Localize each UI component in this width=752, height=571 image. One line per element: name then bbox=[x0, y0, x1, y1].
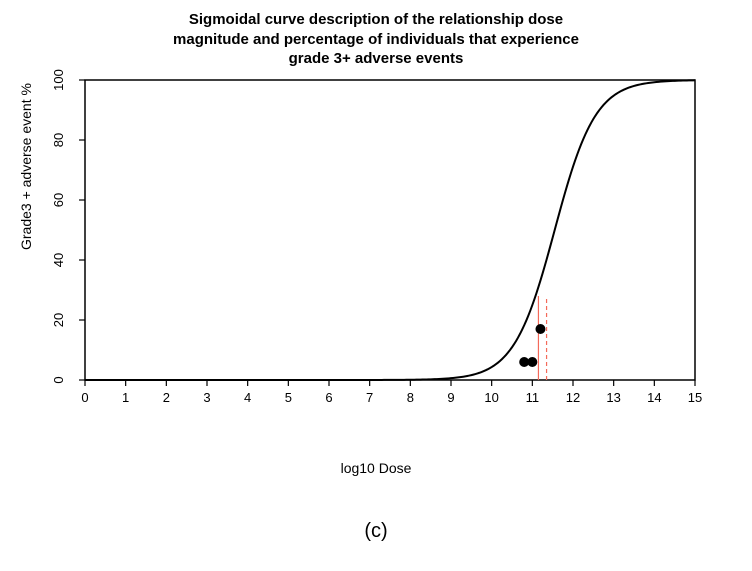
plot-svg: 0123456789101112131415020406080100 bbox=[0, 0, 752, 571]
x-tick-label: 4 bbox=[244, 390, 251, 405]
x-tick-label: 7 bbox=[366, 390, 373, 405]
x-tick-label: 2 bbox=[163, 390, 170, 405]
y-tick-label: 60 bbox=[51, 193, 66, 207]
x-tick-label: 0 bbox=[81, 390, 88, 405]
sigmoid-curve bbox=[85, 80, 695, 380]
x-tick-label: 11 bbox=[526, 390, 540, 405]
x-tick-label: 8 bbox=[407, 390, 414, 405]
x-tick-label: 9 bbox=[447, 390, 454, 405]
x-tick-label: 14 bbox=[647, 390, 661, 405]
y-axis-label: Grade3 + adverse event % bbox=[18, 83, 34, 250]
y-tick-label: 80 bbox=[51, 133, 66, 147]
title-line1: Sigmoidal curve description of the relat… bbox=[0, 10, 752, 30]
x-tick-label: 12 bbox=[566, 390, 580, 405]
x-axis-label: log10 Dose bbox=[0, 460, 752, 476]
x-tick-label: 5 bbox=[285, 390, 292, 405]
chart-container: Sigmoidal curve description of the relat… bbox=[0, 0, 752, 571]
x-tick-label: 13 bbox=[606, 390, 620, 405]
x-tick-label: 6 bbox=[325, 390, 332, 405]
y-tick-label: 0 bbox=[51, 376, 66, 383]
plot-border bbox=[85, 80, 695, 380]
x-tick-label: 1 bbox=[122, 390, 129, 405]
chart-title: Sigmoidal curve description of the relat… bbox=[0, 10, 752, 69]
x-tick-label: 15 bbox=[688, 390, 702, 405]
x-tick-label: 10 bbox=[484, 390, 498, 405]
data-point bbox=[527, 357, 537, 367]
caption: (c) bbox=[0, 520, 752, 543]
y-tick-label: 100 bbox=[51, 69, 66, 91]
y-tick-label: 40 bbox=[51, 253, 66, 267]
data-point bbox=[535, 324, 545, 334]
title-line3: grade 3+ adverse events bbox=[0, 49, 752, 69]
title-line2: magnitude and percentage of individuals … bbox=[0, 30, 752, 50]
y-tick-label: 20 bbox=[51, 313, 66, 327]
x-tick-label: 3 bbox=[203, 390, 210, 405]
